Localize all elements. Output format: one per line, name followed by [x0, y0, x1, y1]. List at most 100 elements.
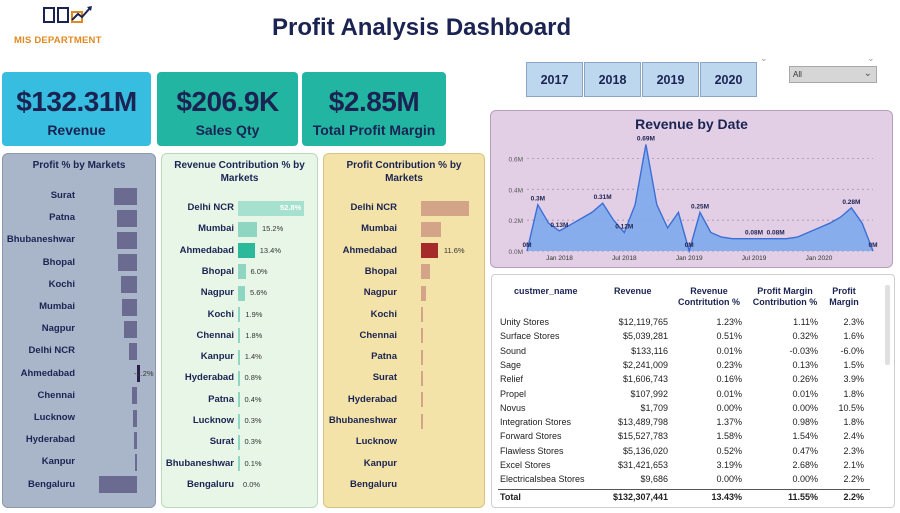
market-label: Mumbai	[198, 223, 234, 235]
page-title: Profit Analysis Dashboard	[272, 14, 572, 41]
table-cell: 0.26%	[792, 374, 818, 385]
header-line: Profit	[832, 286, 856, 296]
data-label: 0.1%	[244, 458, 262, 468]
profit-contribution-bar	[421, 328, 423, 344]
profit-bar	[134, 431, 137, 449]
year-button-2019[interactable]: 2019	[642, 62, 699, 97]
col-header-customer[interactable]: custmer_name	[514, 286, 578, 296]
table-cell: 10.5%	[838, 402, 864, 413]
table-cell: 0.16%	[716, 374, 742, 385]
year-button-2017[interactable]: 2017	[526, 62, 583, 97]
revenue-bar	[238, 285, 245, 301]
filter-dropdown[interactable]: All ⌄	[789, 66, 877, 83]
chevron-down-icon: ⌄	[863, 68, 872, 79]
year-button-2020[interactable]: 2020	[700, 62, 757, 97]
data-label: 0.12M	[615, 223, 633, 230]
revenue-bar	[238, 392, 240, 408]
table-cell: 1.8%	[843, 417, 864, 428]
market-label: Bengaluru	[350, 478, 397, 490]
market-label: Nagpur	[363, 287, 397, 299]
market-label: Surat	[50, 190, 75, 201]
chevron-down-icon[interactable]: ⌄	[760, 53, 768, 63]
divider	[498, 489, 870, 490]
market-label: Bhubaneshwar	[6, 234, 75, 246]
table-cell: 1.37%	[716, 417, 742, 428]
profit-bar	[120, 276, 137, 294]
col-header-revenue[interactable]: Revenue	[614, 286, 652, 296]
table-cell: 0.13%	[792, 359, 818, 370]
profit-contribution-bar	[421, 285, 427, 301]
col-header-pm-contribution[interactable]: Profit Margin Contribution %	[748, 286, 822, 308]
total-cell: 2.2%	[843, 492, 864, 502]
profit-by-markets-chart: Profit % by Markets Surat Patna Bhubaneshw…	[2, 153, 156, 508]
data-label: 6.0%	[250, 266, 268, 276]
col-header-revenue-contribution[interactable]: Revenue Contritution %	[674, 286, 744, 308]
table-cell: 0.00%	[716, 402, 742, 413]
table-cell: 0.51%	[716, 331, 742, 342]
table-cell: $12,119,765	[618, 317, 668, 327]
panel-title: Profit Contribution % by Markets	[346, 160, 462, 184]
market-label: Delhi NCR	[187, 202, 234, 213]
market-label: Ahmedabad	[20, 367, 75, 379]
market-label: Ahmedabad	[179, 244, 234, 256]
revenue-line	[526, 144, 874, 254]
table-cell: Relief	[500, 374, 524, 385]
market-label: Chennai	[196, 329, 234, 341]
market-label: Lucknow	[192, 415, 234, 426]
table-cell: 0.98%	[792, 417, 818, 428]
market-label: Lucknow	[355, 436, 397, 448]
market-label: Bhopal	[364, 265, 397, 277]
data-label: 15.2%	[262, 224, 284, 234]
kpi-sales-qty-label: Sales Qty	[195, 122, 260, 138]
table-cell: -0.03%	[789, 345, 818, 356]
data-label: 0.31M	[594, 194, 612, 201]
market-label: Hyderabad	[25, 434, 75, 446]
market-label: Bengaluru	[187, 478, 234, 490]
year-button-2018[interactable]: 2018	[584, 62, 641, 97]
profit-bar	[137, 365, 140, 383]
table-cell: 2.68%	[792, 460, 818, 470]
revenue-bar	[238, 349, 240, 365]
data-label: 0.3%	[244, 416, 262, 425]
data-label: 0.28M	[842, 199, 860, 206]
header-line: Margin	[829, 297, 859, 307]
market-label: Kanpur	[200, 351, 234, 363]
data-label: 1.9%	[245, 309, 263, 319]
profit-bar	[131, 387, 137, 405]
col-header-profit-margin[interactable]: Profit Margin	[826, 286, 862, 308]
panel-title: Profit % by Markets	[32, 160, 126, 171]
data-label: 0.13M	[550, 222, 568, 229]
customer-table: custmer_name Revenue Revenue Contritutio…	[491, 274, 895, 508]
revenue-bar	[238, 456, 240, 472]
kpi-revenue-card: $132.31M Revenue	[2, 72, 151, 146]
total-cell: $132,307,441	[612, 492, 668, 502]
revenue-bar	[238, 434, 240, 450]
market-label: Surat	[372, 372, 397, 384]
table-cell: 3.19%	[716, 460, 742, 470]
header-line: Contritution %	[678, 297, 740, 307]
market-label: Delhi NCR	[350, 202, 397, 213]
chevron-down-icon[interactable]: ⌄	[867, 53, 875, 63]
table-cell: 2.3%	[843, 317, 864, 327]
dropdown-value: All	[793, 70, 802, 79]
market-label: Chennai	[37, 389, 75, 401]
kpi-profit-margin-card: $2.85M Total Profit Margin	[302, 72, 446, 146]
table-cell: 0.32%	[792, 331, 818, 342]
panel-title: Revenue Contribution % by Markets	[174, 160, 305, 184]
revenue-contribution-chart: Revenue Contribution % by Markets Delhi …	[161, 153, 318, 508]
table-scrollbar[interactable]	[885, 285, 890, 365]
market-label: Mumbai	[361, 223, 397, 235]
data-label: 0.25M	[691, 203, 709, 210]
table-cell: $15,527,783	[617, 431, 668, 442]
data-label: 0.8%	[244, 373, 262, 383]
table-cell: Excel Stores	[500, 460, 551, 470]
market-label: Patna	[49, 212, 75, 224]
x-tick-label: Jan 2018	[546, 255, 573, 262]
market-label: Kochi	[370, 308, 397, 320]
data-label: 0M	[868, 242, 877, 249]
profit-bar	[99, 476, 137, 494]
table-cell: $133,116	[631, 345, 668, 356]
profit-bar	[123, 320, 137, 338]
x-tick-label: Jul 2018	[612, 255, 637, 262]
market-label: Bhopal	[201, 265, 234, 277]
